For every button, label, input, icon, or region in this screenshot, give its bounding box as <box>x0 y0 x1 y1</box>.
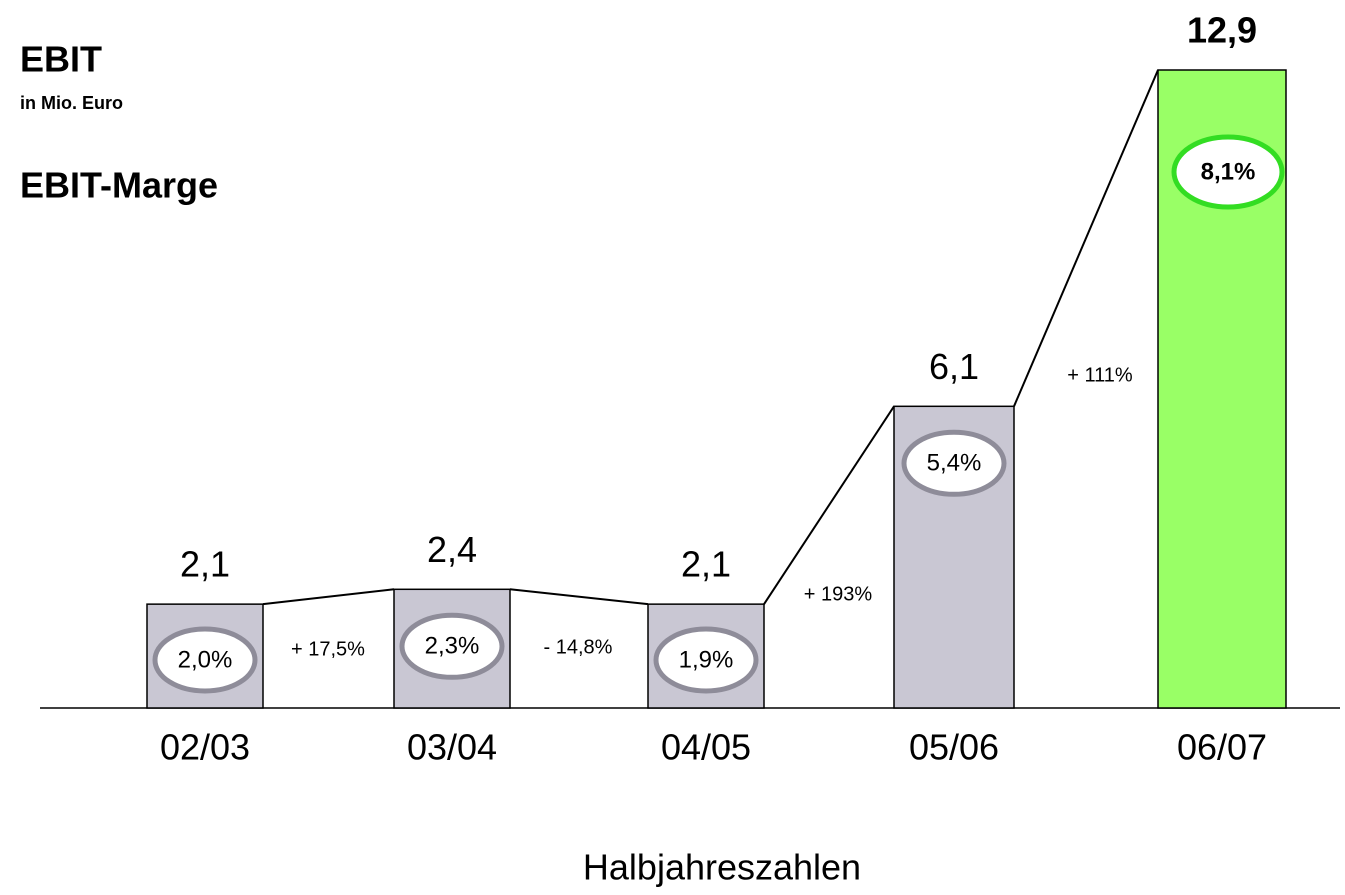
x-tick-label: 03/04 <box>407 727 497 768</box>
margin-ellipse <box>152 626 258 694</box>
margin-ellipse <box>901 429 1007 497</box>
x-tick-label: 04/05 <box>661 727 751 768</box>
chart-subtitle: in Mio. Euro <box>20 93 123 113</box>
x-tick-label: 06/07 <box>1177 727 1267 768</box>
margin-label: 5,4% <box>927 450 982 477</box>
x-tick-label: 05/06 <box>909 727 999 768</box>
secondary-title: EBIT-Marge <box>20 165 218 206</box>
margin-ellipse <box>399 612 505 680</box>
value-label: 12,9 <box>1187 10 1257 51</box>
margin-ellipse <box>1171 134 1285 210</box>
connector <box>1013 69 1159 407</box>
margin-label: 1,9% <box>679 646 734 673</box>
change-label: + 17,5% <box>291 638 365 660</box>
chart-title: EBIT <box>20 39 102 80</box>
x-tick-label: 02/03 <box>160 727 250 768</box>
value-label: 2,1 <box>681 544 731 585</box>
value-label: 6,1 <box>929 346 979 387</box>
value-label: 2,4 <box>427 529 477 570</box>
margin-ellipse <box>653 626 759 694</box>
connector <box>763 405 895 605</box>
change-label: - 14,8% <box>544 636 613 658</box>
connector <box>262 588 395 606</box>
change-label: + 193% <box>804 583 873 605</box>
connector <box>509 588 649 606</box>
margin-label: 2,3% <box>425 633 480 660</box>
change-label: + 111% <box>1067 364 1133 386</box>
value-label: 2,1 <box>180 544 230 585</box>
margin-label: 8,1% <box>1201 158 1256 185</box>
x-axis-label: Halbjahreszahlen <box>583 847 861 888</box>
margin-label: 2,0% <box>178 646 233 673</box>
